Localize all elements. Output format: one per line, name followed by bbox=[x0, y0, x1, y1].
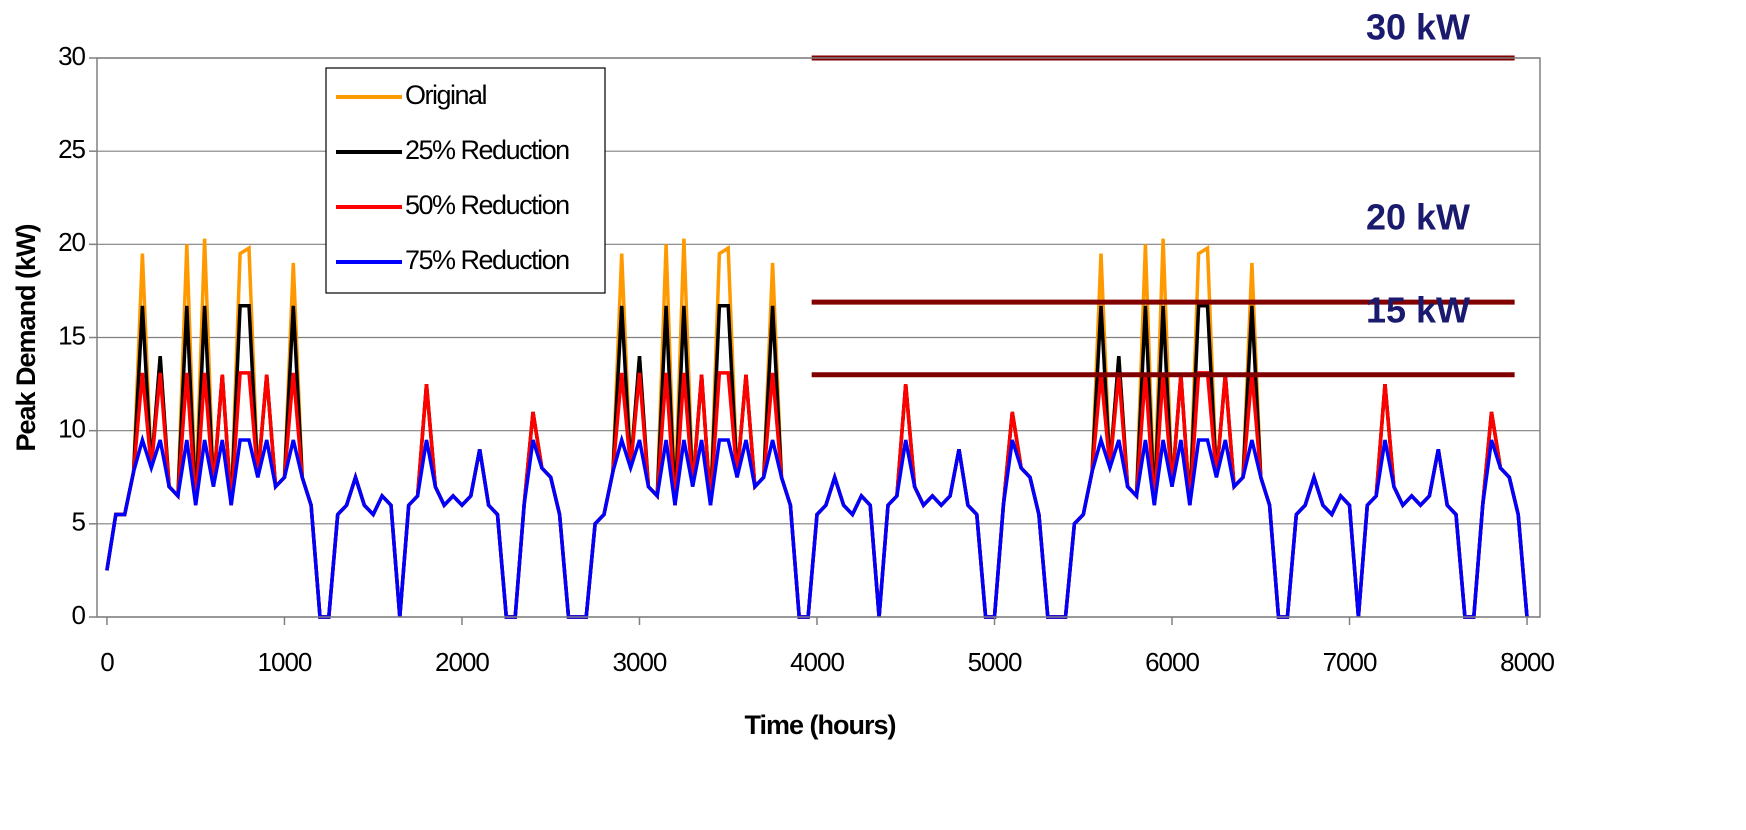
x-tick-label: 8000 bbox=[1500, 647, 1554, 677]
ticks: 0 5 10 15 20 25 30 0 1000 2000 3000 4000 5000 6000 700… bbox=[58, 41, 1555, 677]
y-tick-label: 15 bbox=[58, 320, 85, 350]
y-tick-label: 20 bbox=[58, 227, 85, 257]
reference-label: 15 kW bbox=[1366, 289, 1470, 330]
series-line bbox=[105, 304, 1529, 619]
x-tick-label: 3000 bbox=[613, 647, 667, 677]
legend-label: 75% Reduction bbox=[405, 245, 569, 275]
x-tick-label: 6000 bbox=[1145, 647, 1199, 677]
series-line bbox=[105, 433, 1529, 619]
y-tick-label: 0 bbox=[72, 600, 86, 630]
y-axis-label: Peak Demand (kW) bbox=[11, 224, 41, 451]
x-tick-label: 5000 bbox=[968, 647, 1022, 677]
x-tick-label: 4000 bbox=[790, 647, 844, 677]
x-axis-label: Time (hours) bbox=[744, 710, 895, 740]
legend-box bbox=[325, 67, 606, 294]
legend-label: 50% Reduction bbox=[405, 190, 569, 220]
x-tick-label: 7000 bbox=[1323, 647, 1377, 677]
x-tick-label: 0 bbox=[100, 647, 114, 677]
series-line bbox=[105, 238, 1529, 619]
x-tick-label: 2000 bbox=[435, 647, 489, 677]
legend-label: Original bbox=[405, 80, 487, 110]
y-tick-label: 30 bbox=[58, 41, 85, 71]
legend: Original 25% Reduction 50% Reduction 75% Re… bbox=[325, 67, 606, 294]
reference-label: 20 kW bbox=[1366, 197, 1470, 238]
y-tick-label: 25 bbox=[58, 134, 85, 164]
x-tick-label: 1000 bbox=[258, 647, 312, 677]
series-line bbox=[105, 371, 1529, 619]
plot-lines bbox=[105, 238, 1529, 619]
reference-label: 30 kW bbox=[1366, 7, 1470, 48]
y-tick-label: 10 bbox=[58, 414, 85, 444]
legend-label: 25% Reduction bbox=[405, 135, 569, 165]
reference-lines: 30 kW 20 kW 15 kW bbox=[811, 7, 1515, 378]
y-tick-label: 5 bbox=[72, 507, 86, 537]
